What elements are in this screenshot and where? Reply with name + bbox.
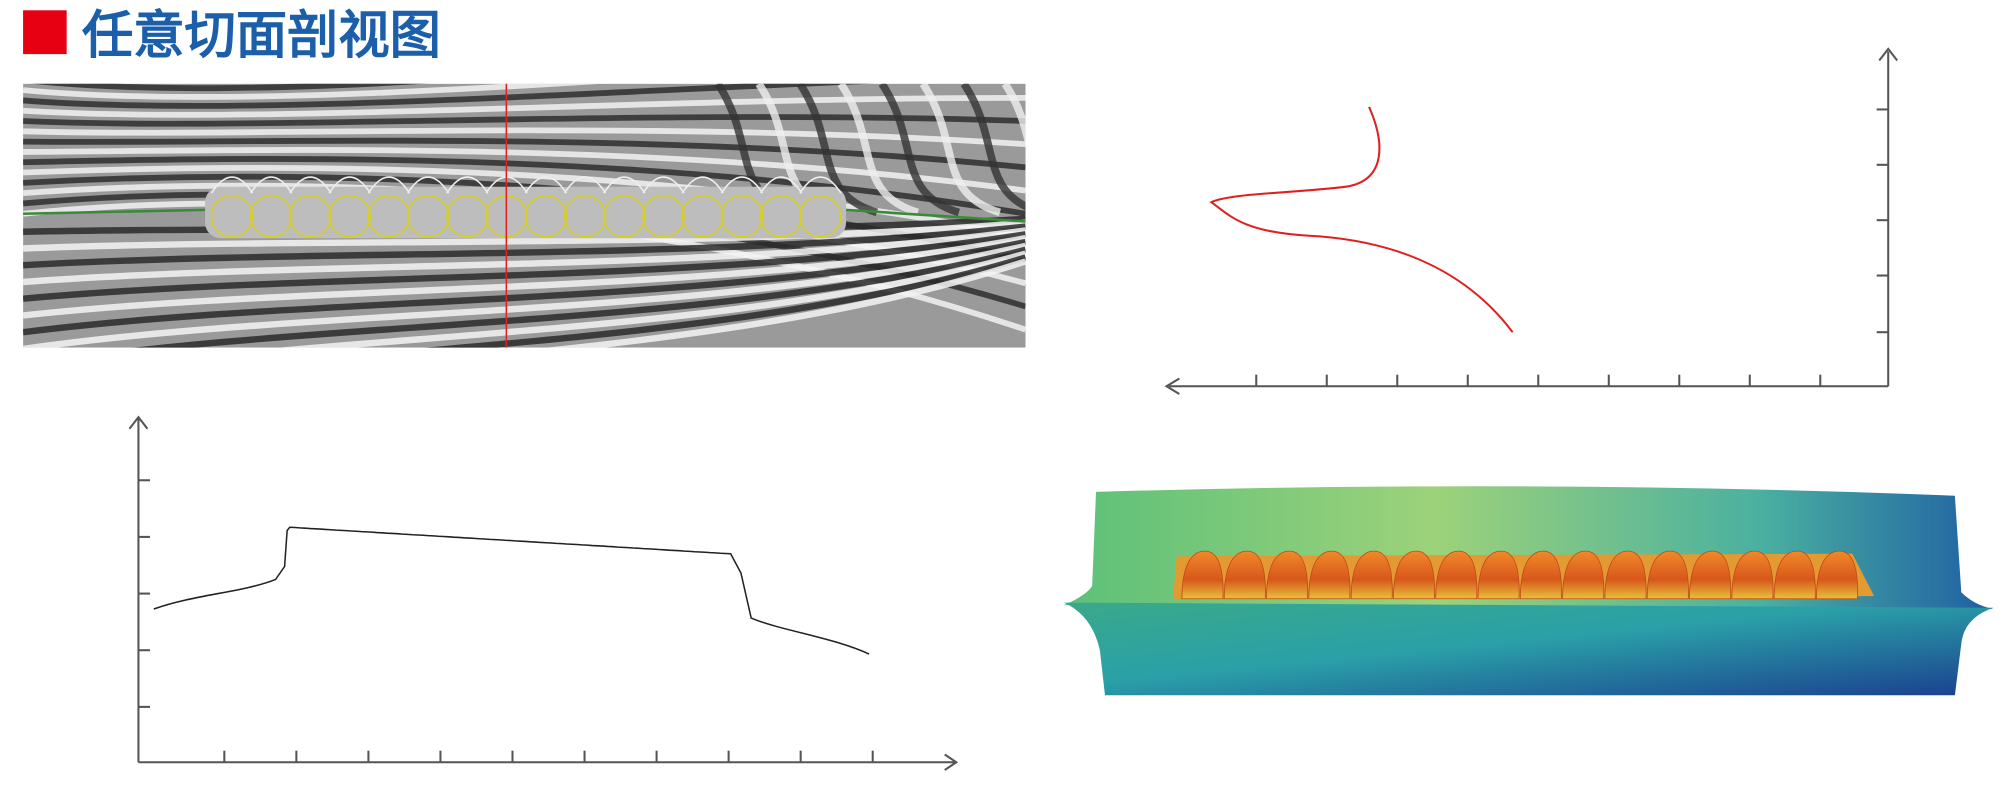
- bump: [1689, 550, 1732, 600]
- bump: [1773, 550, 1816, 600]
- bump: [1181, 550, 1224, 600]
- weld-arc: [642, 176, 685, 194]
- bump: [1393, 550, 1435, 600]
- weld-arc: [210, 176, 254, 194]
- x-axis: [138, 753, 959, 771]
- weld-circle: [681, 194, 725, 238]
- bump: [1223, 550, 1266, 600]
- weld-circle: [210, 194, 254, 238]
- weld-circle: [524, 194, 568, 238]
- fringe-band: [425, 254, 1026, 348]
- fringe-band: [23, 147, 1026, 194]
- fringe-band: [23, 242, 1026, 348]
- axes-left: [128, 415, 959, 771]
- fringe-band: [23, 231, 1026, 302]
- ticks: [138, 479, 874, 763]
- fringe-band: [23, 238, 1026, 336]
- weld-arc: [406, 176, 450, 194]
- profile-curve: [153, 526, 870, 655]
- weld-arc: [524, 176, 567, 194]
- weld-arc: [799, 176, 842, 194]
- bump: [1816, 550, 1858, 600]
- fringe-band: [960, 83, 1026, 211]
- weld-arc: [563, 176, 607, 194]
- edge-line: [845, 208, 1026, 223]
- y-axis: [128, 415, 149, 763]
- weld-arc: [328, 176, 371, 194]
- bump: [1308, 550, 1351, 600]
- weld-circle: [563, 194, 607, 238]
- fringe-band: [23, 83, 602, 100]
- bump: [1731, 550, 1774, 600]
- x-axis: [1164, 377, 1889, 395]
- fringe-band: [919, 83, 1002, 217]
- fringe-band: [23, 235, 1026, 319]
- fringe-band: [546, 258, 1026, 348]
- fringe-band: [23, 127, 1026, 148]
- fringe-band: [23, 219, 1026, 252]
- weld-circle: [720, 194, 764, 238]
- surface-front: [1063, 602, 1994, 696]
- weld-arc: [289, 176, 332, 194]
- fringe-band: [23, 227, 1026, 286]
- surface-bumps: [1181, 550, 1858, 600]
- weld-circle: [642, 194, 685, 238]
- ticks: [1255, 108, 1889, 387]
- fringe-band: [796, 83, 878, 217]
- weld-arc: [250, 176, 293, 194]
- bump: [1562, 550, 1605, 600]
- fringe-band: [23, 156, 1026, 217]
- fringe-band: [278, 250, 1026, 348]
- weld-arc: [681, 176, 724, 194]
- weld-arc: [720, 176, 764, 194]
- bump: [1350, 550, 1393, 600]
- weld-circle: [446, 194, 489, 238]
- page-title: 任意切面剖视图: [82, 6, 441, 66]
- bump: [1604, 550, 1647, 600]
- weld-circle: [328, 194, 371, 238]
- weld-circle: [249, 194, 293, 238]
- weld-circle: [799, 194, 842, 238]
- weld-circle: [603, 194, 646, 238]
- fringe-band: [23, 94, 1026, 118]
- weld-arc: [446, 176, 489, 194]
- weld-circle: [289, 194, 332, 238]
- weld-circles: [210, 176, 842, 238]
- fringe-band: [837, 83, 919, 217]
- fringe-band: [23, 223, 1026, 269]
- bump: [1519, 550, 1562, 600]
- bump: [1435, 550, 1478, 600]
- weld-circle: [406, 194, 450, 238]
- fringe-band: [32, 83, 426, 92]
- fringe-band: [23, 137, 1026, 171]
- y-axis: [1878, 47, 1899, 387]
- title-marker: [23, 10, 67, 55]
- fringe-band: [878, 83, 960, 217]
- surface-3d: [1063, 486, 1994, 696]
- weld-arc: [603, 176, 646, 194]
- weld-arc: [367, 176, 411, 194]
- fringe-image: [23, 83, 1026, 348]
- fringe-band: [1001, 83, 1026, 146]
- edge-line: [23, 208, 206, 216]
- fringe-band: [23, 83, 869, 109]
- weld-circle: [759, 194, 803, 238]
- bump: [1266, 550, 1309, 600]
- profile-curve: [1209, 106, 1514, 333]
- axes-right: [1164, 47, 1899, 395]
- weld-circle: [367, 194, 411, 238]
- fringe-band: [133, 246, 1026, 348]
- bump: [1477, 550, 1520, 600]
- bump: [1646, 550, 1689, 600]
- weld-arc: [760, 176, 803, 194]
